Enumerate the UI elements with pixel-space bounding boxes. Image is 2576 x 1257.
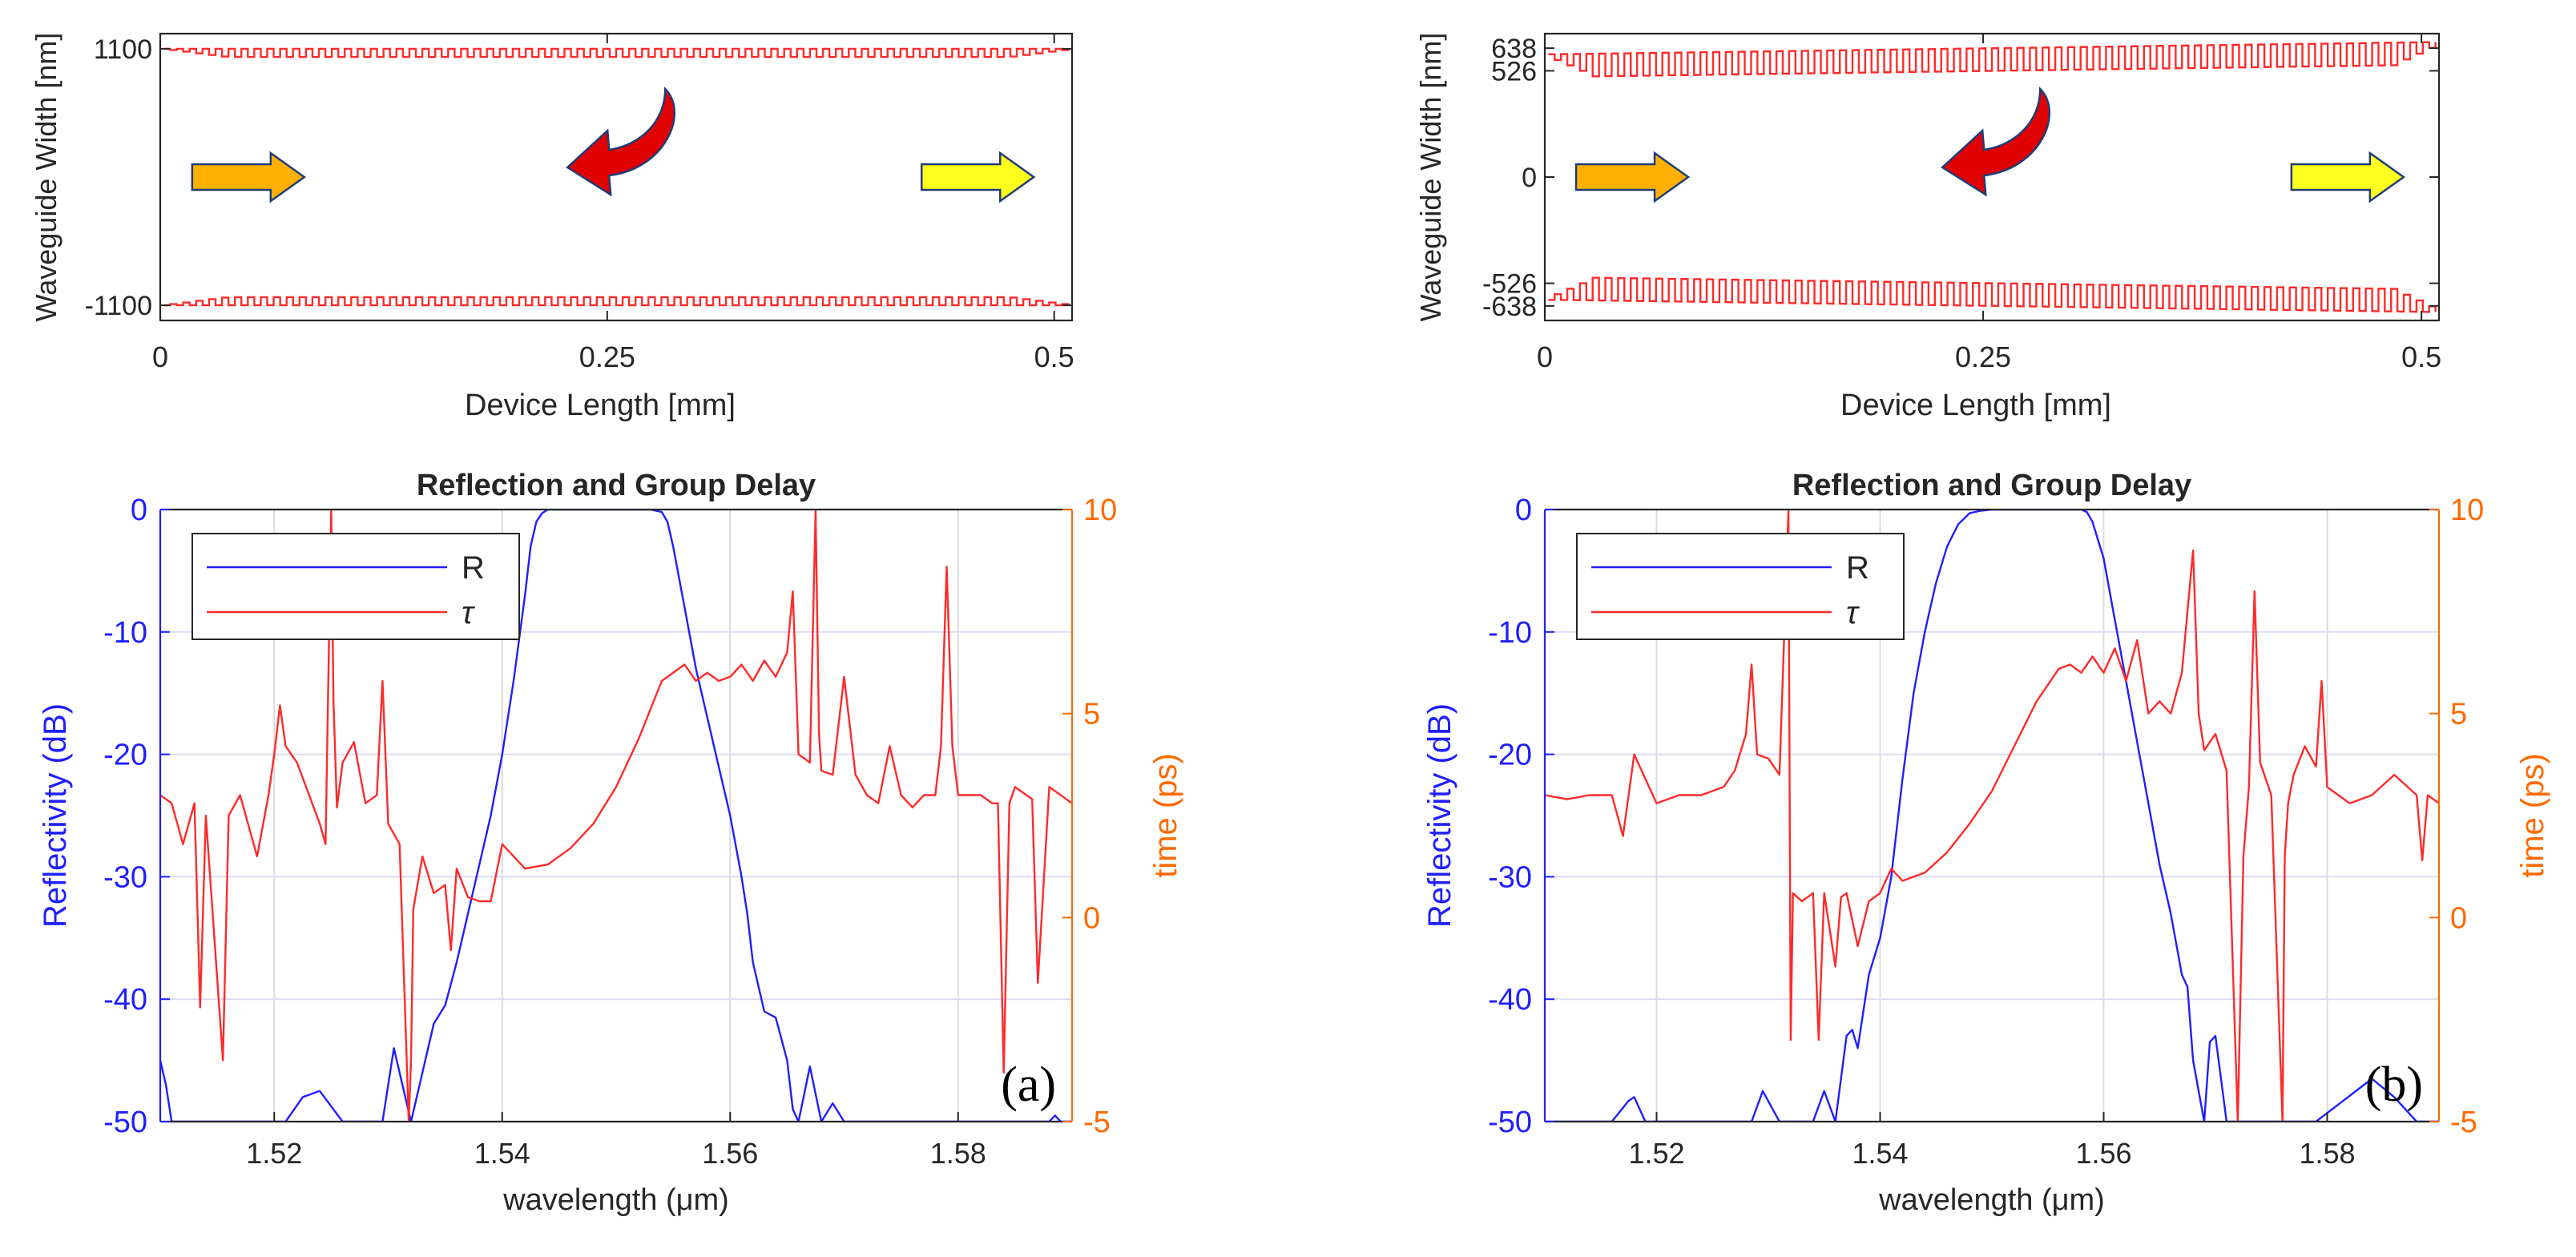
left-tick-label: -50 [1488, 1106, 1532, 1139]
group-delay-chart: 1.52 1.54 1.56 1.58 0 -10 -20 -30 -40 -50 10 5 0 -5 Re… [38, 469, 1183, 1217]
grating-top-edge [163, 47, 1070, 58]
y-tick-label: 1100 [94, 34, 152, 65]
chart-title: Reflection and Group Delay [417, 469, 816, 502]
left-tick-label: 0 [1515, 494, 1532, 527]
y-tick-label: 0 [1522, 163, 1537, 193]
x-tick-label: 1.56 [702, 1137, 758, 1170]
plot-box [159, 32, 1074, 322]
y-tick-label: -526 [1482, 269, 1537, 300]
left-axis-label: Reflectivity (dB) [38, 703, 73, 928]
x-tick-label: 0 [1537, 340, 1553, 373]
panel-letter: (a) [1001, 1058, 1056, 1112]
left-tick-label: -50 [103, 1106, 147, 1139]
left-tick-label: -30 [103, 860, 147, 894]
reflectivity-line [160, 510, 1072, 1122]
right-tick-label: -5 [2450, 1106, 2477, 1139]
left-tick-label: -10 [103, 616, 147, 650]
panel-letter: (b) [2365, 1058, 2423, 1112]
x-tick-label: 0 [152, 340, 168, 373]
reflected-arrow [1941, 86, 2050, 197]
x-tick-label: 0.5 [2401, 340, 2441, 373]
group-delay-chart: 1.52 1.54 1.56 1.58 0 -10 -20 -30 -40 -50 10 5 0 -5 Re… [1422, 469, 2550, 1217]
group-delay-line [160, 510, 1072, 1122]
right-tick-label: 5 [2450, 698, 2467, 731]
input-arrow [1574, 151, 1691, 203]
reflectivity-line [1545, 510, 2439, 1122]
left-tick-label: 0 [131, 494, 147, 527]
group-delay-line [1545, 510, 2439, 1122]
x-tick-label: 1.54 [474, 1137, 530, 1170]
x-axis-label: Device Length [mm] [1840, 389, 2111, 422]
y-tick-label: 526 [1491, 56, 1537, 87]
right-tick-label: 5 [1083, 698, 1100, 731]
grating-bottom-edge [163, 296, 1070, 307]
output-arrow [2290, 151, 2406, 203]
chart-title: Reflection and Group Delay [1792, 469, 2191, 502]
reflected-arrow [566, 86, 675, 197]
legend-box [191, 533, 520, 640]
legend-label: R [1846, 550, 1869, 586]
right-axis-label: time (ps) [1148, 753, 1183, 878]
x-axis-label: wavelength (μm) [1878, 1183, 2105, 1217]
output-arrow [920, 151, 1036, 203]
x-axis-label: wavelength (μm) [502, 1183, 729, 1217]
legend-label: R [462, 550, 485, 586]
x-tick-label: 0.5 [1034, 340, 1074, 373]
left-tick-label: -20 [1488, 739, 1532, 772]
y-tick-label: -1100 [85, 291, 152, 321]
y-tick-label: -638 [1482, 292, 1537, 322]
left-tick-label: -10 [1488, 616, 1532, 650]
legend-label: τ [462, 595, 476, 631]
right-axis-label: time (ps) [2515, 753, 2550, 878]
left-tick-label: -40 [103, 983, 147, 1017]
x-tick-label: 1.52 [246, 1137, 302, 1170]
x-tick-label: 1.52 [1628, 1137, 1684, 1170]
x-axis-label: Device Length [mm] [465, 389, 736, 422]
grating-bottom-edge [1548, 276, 2437, 313]
right-tick-label: 10 [2450, 494, 2484, 527]
y-axis-label: Waveguide Width [nm] [1414, 33, 1447, 322]
x-tick-label: 0.25 [579, 340, 635, 373]
x-tick-label: 0.25 [1955, 340, 2011, 373]
legend-label: τ [1846, 595, 1860, 631]
grating-top-edge [1548, 41, 2437, 78]
right-tick-label: 0 [2450, 901, 2467, 935]
left-tick-label: -30 [1488, 860, 1532, 894]
right-tick-label: 10 [1083, 494, 1117, 527]
left-tick-label: -40 [1488, 983, 1532, 1017]
x-tick-label: 1.54 [1852, 1137, 1908, 1170]
right-tick-label: 0 [1083, 901, 1100, 935]
y-tick-label: 638 [1491, 34, 1537, 64]
right-tick-label: -5 [1083, 1106, 1111, 1139]
y-axis-label: Waveguide Width [nm] [30, 33, 62, 322]
structure-plot: 0 0.25 0.5 1100 -1100 Device Length [mm] Waveg… [30, 33, 1074, 422]
left-tick-label: -20 [103, 739, 147, 772]
x-tick-label: 1.58 [2299, 1137, 2355, 1170]
legend-box [1576, 533, 1905, 640]
input-arrow [191, 151, 306, 203]
left-axis-label: Reflectivity (dB) [1422, 703, 1457, 928]
x-tick-label: 1.58 [930, 1137, 986, 1170]
x-tick-label: 1.56 [2075, 1137, 2131, 1170]
